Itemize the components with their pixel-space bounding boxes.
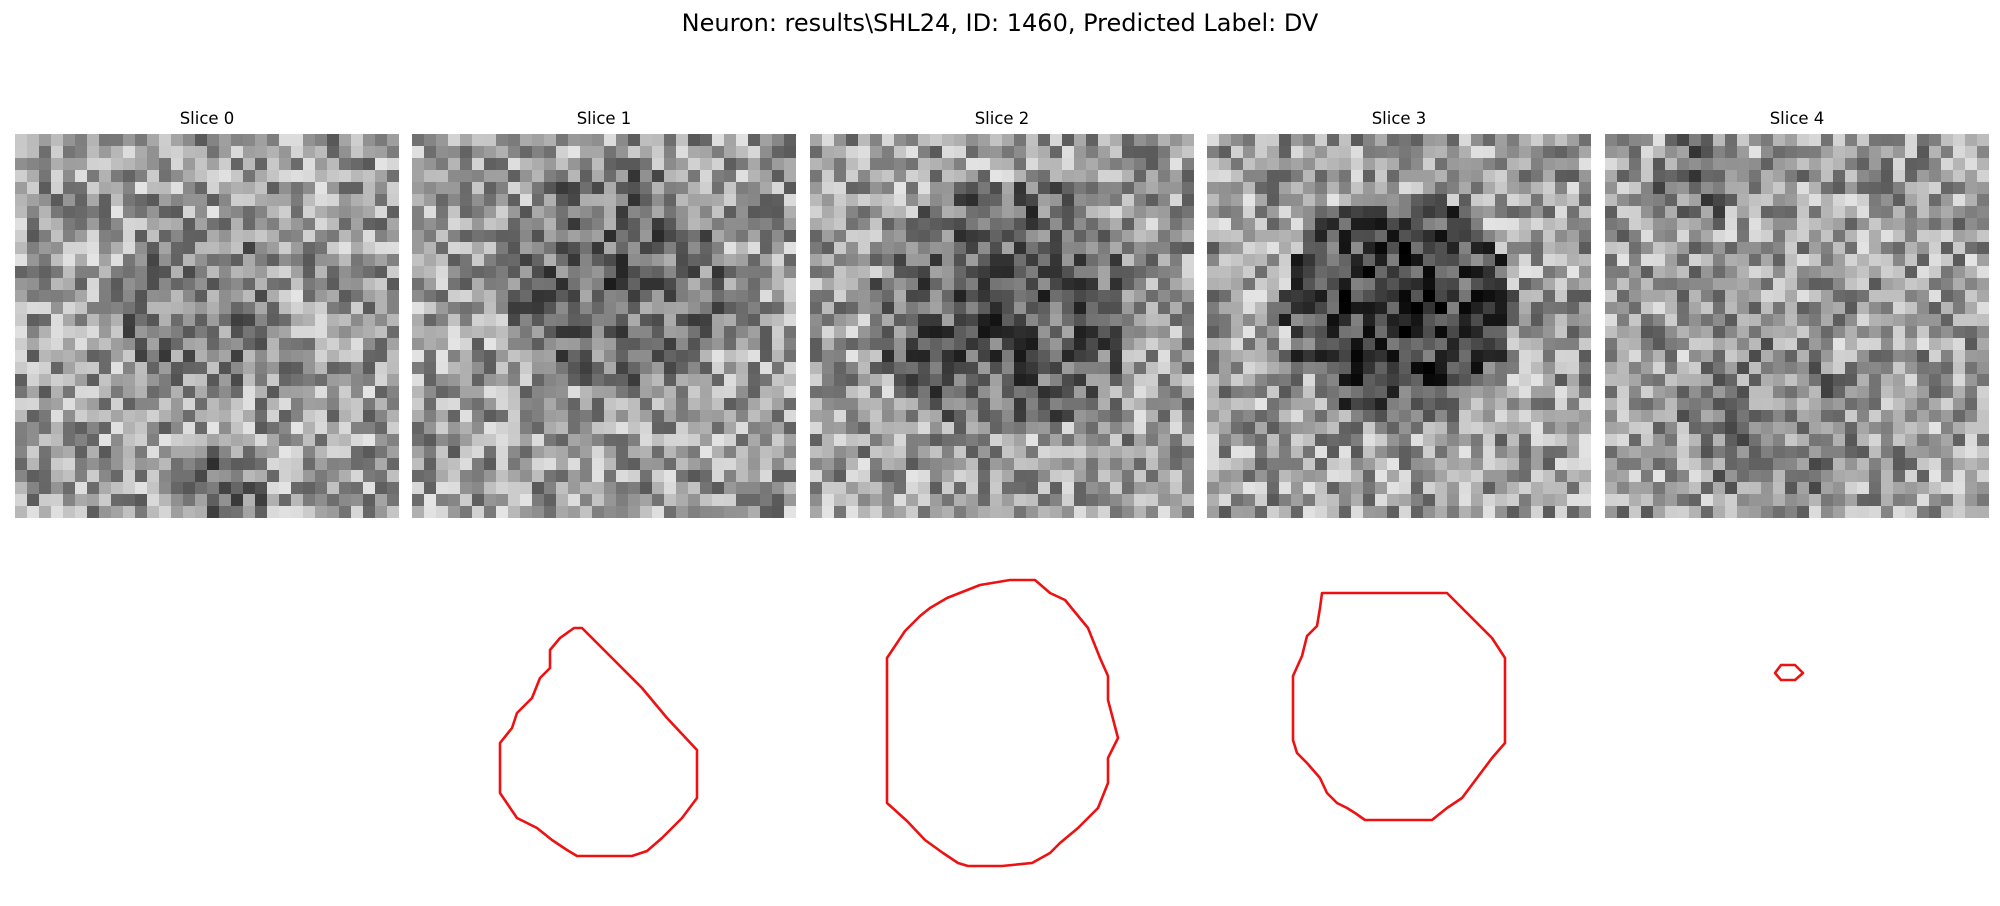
slice-panel-2: Slice 2 [810, 108, 1194, 906]
roi-contour [1773, 663, 1805, 682]
slice-image [810, 134, 1194, 518]
slice-title: Slice 0 [179, 109, 235, 128]
slice-panel-4: Slice 4 [1605, 108, 1989, 906]
grayscale-pixel-image [1605, 134, 1989, 518]
contour-overlay [498, 626, 699, 858]
slice-panel-0: Slice 0 [15, 108, 399, 518]
slice-title: Slice 4 [1769, 109, 1825, 128]
slice-title: Slice 2 [974, 109, 1030, 128]
contour-overlay [1773, 663, 1805, 682]
slice-panel-3: Slice 3 [1207, 108, 1591, 906]
slice-title: Slice 3 [1371, 109, 1427, 128]
slice-image [1605, 134, 1989, 518]
roi-contour [498, 626, 699, 858]
slice-image [412, 134, 796, 518]
contour-overlay [885, 578, 1120, 868]
slice-panel-1: Slice 1 [412, 108, 796, 906]
grayscale-pixel-image [412, 134, 796, 518]
contour-overlay [1291, 591, 1507, 822]
roi-contour [885, 578, 1120, 868]
grayscale-pixel-image [15, 134, 399, 518]
slice-image [1207, 134, 1591, 518]
slice-title: Slice 1 [576, 109, 632, 128]
slice-image [15, 134, 399, 518]
grayscale-pixel-image [1207, 134, 1591, 518]
figure-title: Neuron: results\SHL24, ID: 1460, Predict… [681, 9, 1319, 37]
grayscale-pixel-image [810, 134, 1194, 518]
roi-contour [1291, 591, 1507, 822]
